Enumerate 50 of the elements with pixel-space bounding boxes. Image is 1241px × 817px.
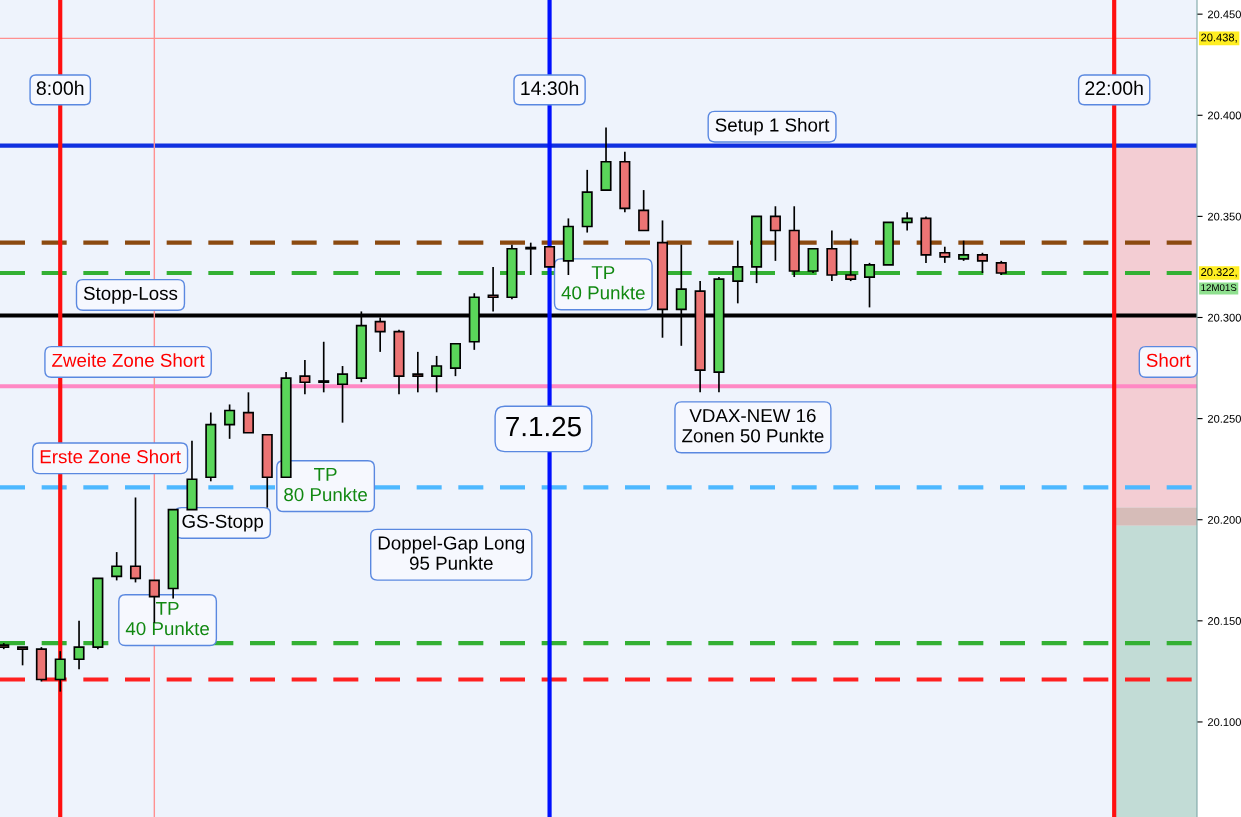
candlestick xyxy=(901,211,913,232)
candlestick xyxy=(732,239,744,305)
ref-line-label: 20.322, xyxy=(1201,268,1237,278)
ref-line-label: 20.438, xyxy=(1201,33,1237,43)
candlestick xyxy=(73,620,85,671)
ref-line-label: 22:00h xyxy=(1085,80,1143,96)
annotation: TP 40 Punkte xyxy=(125,601,209,636)
candlestick xyxy=(638,189,650,232)
annotation: VDAX-NEW 16 Zonen 50 Punkte xyxy=(682,408,824,443)
y-tick-label: 20.100 xyxy=(1207,718,1241,727)
candlestick xyxy=(863,262,876,309)
y-tick-label: 20.350 xyxy=(1207,212,1241,221)
candlestick xyxy=(224,403,236,440)
annotation: Doppel-Gap Long 95 Punkte xyxy=(378,535,525,570)
candlestick xyxy=(242,391,254,434)
candlestick xyxy=(412,351,424,394)
y-tick-label: 20.200 xyxy=(1207,515,1241,524)
candlestick xyxy=(544,245,556,268)
annotation: Zweite Zone Short xyxy=(52,353,205,367)
text: 12M01S xyxy=(1201,284,1237,292)
y-tick-label: 20.300 xyxy=(1207,313,1241,322)
candlestick xyxy=(769,205,781,262)
candlestick xyxy=(976,251,988,274)
candlestick xyxy=(487,266,499,313)
annotation: 7.1.25 xyxy=(506,416,581,437)
y-tick-label: 20.150 xyxy=(1207,617,1241,625)
candlestick xyxy=(845,237,857,282)
annotation: Stopp-Loss xyxy=(83,286,178,304)
candlestick xyxy=(129,496,142,584)
candlestick xyxy=(17,646,29,667)
candlestick xyxy=(54,650,66,693)
annotation: TP 40 Punkte xyxy=(561,266,645,300)
candlestick xyxy=(525,241,537,276)
annotation: Setup 1 Short xyxy=(715,117,830,136)
candlestick xyxy=(958,239,970,262)
ref-line-label: 8:00h xyxy=(36,80,84,96)
candlestick xyxy=(111,551,123,582)
candlestick xyxy=(807,247,819,274)
candlestick xyxy=(336,365,349,424)
y-tick-label: 20.450 xyxy=(1207,10,1241,19)
annotation: Short xyxy=(1146,353,1191,367)
annotation: TP 80 Punkte xyxy=(284,467,367,502)
annotation: GS-Stopp xyxy=(182,514,264,532)
y-tick-label: 20.400 xyxy=(1207,111,1241,120)
ref-line-label: 14:30h xyxy=(521,80,579,96)
annotation: Erste Zone Short xyxy=(40,449,181,464)
candlestick xyxy=(299,359,311,396)
y-tick-label: 20.250 xyxy=(1207,414,1241,423)
candlestick xyxy=(318,340,330,394)
candlestick xyxy=(431,355,443,394)
